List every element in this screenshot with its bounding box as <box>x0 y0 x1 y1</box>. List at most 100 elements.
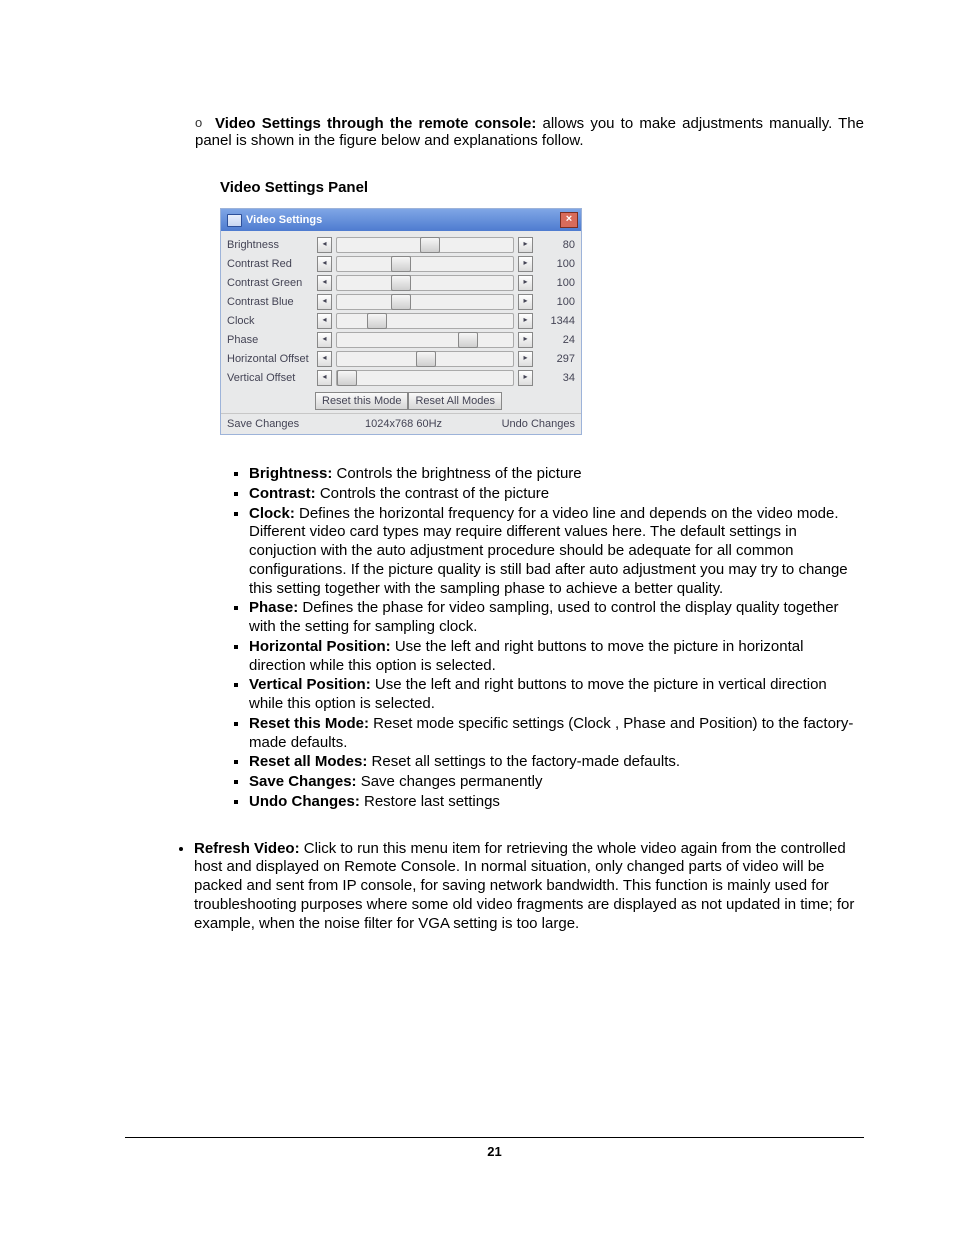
list-item-text: Controls the brightness of the picture <box>332 465 581 482</box>
list-item-heading: Horizontal Position: <box>249 638 391 655</box>
save-changes-button[interactable]: Save Changes <box>227 418 322 430</box>
slider-label: Contrast Blue <box>227 296 313 308</box>
list-item: Undo Changes: Restore last settings <box>249 793 864 812</box>
video-settings-panel: Video Settings × Brightness ◂ ▸ 80 Contrast … <box>220 208 582 435</box>
slider-track[interactable] <box>336 332 514 348</box>
list-item: Vertical Position: Use the left and righ… <box>249 676 864 714</box>
page-footer: 21 <box>125 1137 864 1159</box>
arrow-right-icon[interactable]: ▸ <box>518 313 533 329</box>
refresh-heading: Refresh Video: <box>194 840 300 857</box>
list-item-text: Restore last settings <box>360 793 500 810</box>
slider-row: Horizontal Offset ◂ ▸ 297 <box>227 349 575 368</box>
arrow-left-icon[interactable]: ◂ <box>317 351 332 367</box>
slider-value: 100 <box>537 296 575 308</box>
resolution-label: 1024x768 60Hz <box>322 418 485 430</box>
list-item-heading: Phase: <box>249 599 298 616</box>
slider-track[interactable] <box>336 294 514 310</box>
slider-track[interactable] <box>336 256 514 272</box>
arrow-left-icon[interactable]: ◂ <box>317 275 332 291</box>
slider-thumb[interactable] <box>420 237 440 253</box>
list-item-heading: Clock: <box>249 505 295 522</box>
panel-titlebar: Video Settings × <box>221 209 581 231</box>
arrow-left-icon[interactable]: ◂ <box>317 237 332 253</box>
slider-label: Contrast Green <box>227 277 313 289</box>
reset-all-modes-button[interactable]: Reset All Modes <box>408 392 501 410</box>
arrow-right-icon[interactable]: ▸ <box>518 351 533 367</box>
slider-row: Contrast Red ◂ ▸ 100 <box>227 254 575 273</box>
list-item-text: Controls the contrast of the picture <box>316 485 549 502</box>
slider-row: Vertical Offset ◂ ▸ 34 <box>227 368 575 387</box>
close-icon[interactable]: × <box>560 212 578 228</box>
list-item: Phase: Defines the phase for video sampl… <box>249 599 864 637</box>
list-item-text: Defines the horizontal frequency for a v… <box>249 505 848 597</box>
slider-track[interactable] <box>336 313 514 329</box>
slider-value: 100 <box>537 277 575 289</box>
slider-thumb[interactable] <box>391 275 411 291</box>
slider-thumb[interactable] <box>416 351 436 367</box>
parameter-descriptions: Brightness: Controls the brightness of t… <box>125 435 864 812</box>
list-item: Save Changes: Save changes permanently <box>249 773 864 792</box>
slider-track[interactable] <box>336 351 514 367</box>
list-item-text: Defines the phase for video sampling, us… <box>249 599 839 635</box>
list-item-heading: Vertical Position: <box>249 676 371 693</box>
slider-thumb[interactable] <box>458 332 478 348</box>
slider-row: Contrast Blue ◂ ▸ 100 <box>227 292 575 311</box>
arrow-right-icon[interactable]: ▸ <box>518 256 533 272</box>
slider-row: Contrast Green ◂ ▸ 100 <box>227 273 575 292</box>
slider-label: Phase <box>227 334 313 346</box>
list-item-heading: Reset this Mode: <box>249 715 369 732</box>
slider-track[interactable] <box>336 275 514 291</box>
slider-label: Clock <box>227 315 313 327</box>
slider-thumb[interactable] <box>367 313 387 329</box>
slider-thumb[interactable] <box>391 256 411 272</box>
arrow-left-icon[interactable]: ◂ <box>317 256 332 272</box>
slider-thumb[interactable] <box>337 370 357 386</box>
slider-row: Brightness ◂ ▸ 80 <box>227 235 575 254</box>
list-item: Horizontal Position: Use the left and ri… <box>249 638 864 676</box>
arrow-right-icon[interactable]: ▸ <box>518 332 533 348</box>
page-number: 21 <box>125 1144 864 1159</box>
slider-track[interactable] <box>336 370 514 386</box>
window-icon <box>227 214 242 227</box>
panel-title-text: Video Settings <box>246 214 322 226</box>
undo-changes-button[interactable]: Undo Changes <box>485 418 575 430</box>
list-item-heading: Reset all Modes: <box>249 753 367 770</box>
arrow-left-icon[interactable]: ◂ <box>317 370 332 386</box>
list-item-heading: Save Changes: <box>249 773 357 790</box>
slider-row: Phase ◂ ▸ 24 <box>227 330 575 349</box>
slider-value: 24 <box>537 334 575 346</box>
slider-value: 80 <box>537 239 575 251</box>
list-item: Contrast: Controls the contrast of the p… <box>249 485 864 504</box>
intro-block: oVideo Settings through the remote conso… <box>125 115 864 149</box>
circle-bullet: o <box>195 115 215 130</box>
arrow-right-icon[interactable]: ▸ <box>518 294 533 310</box>
list-item-heading: Contrast: <box>249 485 316 502</box>
slider-value: 1344 <box>537 315 575 327</box>
list-item: Reset all Modes: Reset all settings to t… <box>249 753 864 772</box>
slider-thumb[interactable] <box>391 294 411 310</box>
arrow-left-icon[interactable]: ◂ <box>317 332 332 348</box>
refresh-video-block: Refresh Video: Click to run this menu it… <box>125 840 864 934</box>
slider-value: 34 <box>537 372 575 384</box>
slider-label: Brightness <box>227 239 313 251</box>
reset-this-mode-button[interactable]: Reset this Mode <box>315 392 408 410</box>
slider-value: 100 <box>537 258 575 270</box>
intro-heading: Video Settings through the remote consol… <box>215 115 536 132</box>
slider-value: 297 <box>537 353 575 365</box>
panel-heading: Video Settings Panel <box>125 179 864 196</box>
list-item: Reset this Mode: Reset mode specific set… <box>249 715 864 753</box>
slider-track[interactable] <box>336 237 514 253</box>
list-item: Brightness: Controls the brightness of t… <box>249 465 864 484</box>
list-item-text: Save changes permanently <box>357 773 543 790</box>
arrow-left-icon[interactable]: ◂ <box>317 313 332 329</box>
slider-label: Horizontal Offset <box>227 353 313 365</box>
arrow-left-icon[interactable]: ◂ <box>317 294 332 310</box>
arrow-right-icon[interactable]: ▸ <box>518 275 533 291</box>
list-item-heading: Undo Changes: <box>249 793 360 810</box>
slider-label: Contrast Red <box>227 258 313 270</box>
slider-row: Clock ◂ ▸ 1344 <box>227 311 575 330</box>
arrow-right-icon[interactable]: ▸ <box>518 370 533 386</box>
list-item-text: Reset all settings to the factory-made d… <box>367 753 680 770</box>
slider-label: Vertical Offset <box>227 372 313 384</box>
arrow-right-icon[interactable]: ▸ <box>518 237 533 253</box>
